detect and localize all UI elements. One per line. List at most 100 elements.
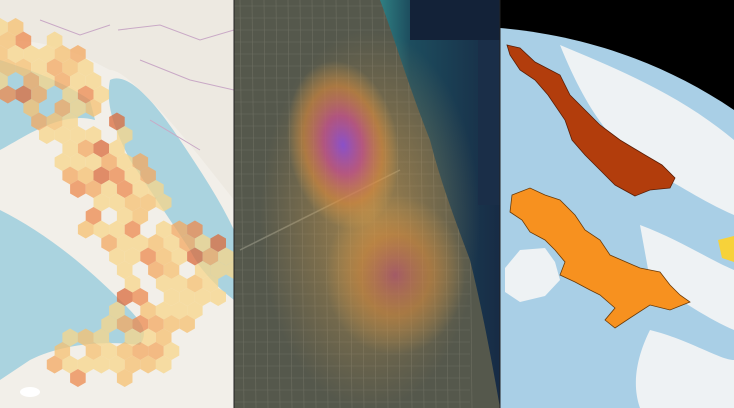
borders: [39, 19, 234, 151]
region: [718, 236, 734, 262]
hexbin: [116, 126, 133, 144]
hexbin: [109, 301, 125, 320]
hexbin: [15, 85, 32, 104]
hexbin: [85, 99, 102, 117]
hexbin: [101, 315, 117, 333]
hexbin: [7, 18, 24, 36]
hexbin: [148, 180, 164, 198]
hexbin: [194, 261, 211, 279]
hexbin: [62, 139, 78, 158]
hexbin: [62, 112, 78, 131]
italy-map: [0, 0, 234, 408]
hexbin: [163, 315, 180, 333]
hexbin: [155, 247, 172, 266]
hexbin: [101, 234, 117, 252]
hexbin: [163, 342, 180, 360]
hexbin: [101, 180, 117, 198]
hexbin: [226, 261, 234, 279]
hexbin: [155, 301, 172, 320]
hexbin: [194, 288, 211, 306]
hexbin: [77, 139, 94, 158]
hexbin: [70, 99, 86, 117]
hexbin: [70, 369, 86, 387]
mainland-europe: [0, 0, 234, 200]
hexbin: [85, 72, 102, 90]
united-kingdom: [509, 187, 691, 329]
hexbin: [210, 261, 226, 279]
hexbin: [148, 261, 164, 279]
hexbin: [171, 220, 188, 239]
hexbin: [124, 193, 141, 212]
hexbin: [187, 274, 203, 293]
hexbin: [124, 247, 141, 266]
hexbin: [31, 58, 47, 77]
hexbin: [187, 301, 203, 320]
hexbin: [179, 315, 195, 333]
hexbin: [23, 99, 39, 117]
hexbin: [148, 342, 164, 360]
hexbin: [77, 85, 94, 104]
hexbin: [85, 207, 102, 225]
hexbin: [62, 355, 78, 374]
hexbin: [155, 355, 172, 374]
hexbin: [54, 126, 71, 144]
hexbin: [15, 58, 32, 77]
hexbin: [62, 166, 78, 185]
hexbin: [0, 72, 8, 90]
hexbin: [116, 207, 133, 225]
street: [239, 0, 245, 408]
hexbin: [132, 342, 149, 360]
hexbin: [85, 126, 102, 144]
hexbin: [62, 328, 78, 347]
hexbin: [77, 328, 94, 347]
hexbin: [93, 355, 110, 374]
hexbin: [70, 153, 86, 171]
hexbin: [46, 112, 63, 131]
hexbin: [23, 45, 39, 63]
hexbin: [77, 220, 94, 239]
hexbin: [77, 355, 94, 374]
hexbin: [202, 274, 219, 293]
hexbin: [62, 58, 78, 77]
hexbin: [140, 328, 156, 347]
hexbin: [202, 247, 219, 266]
hexbin: [54, 342, 71, 360]
hexbin: [116, 342, 133, 360]
hexbin: [101, 153, 117, 171]
hexbin: [85, 153, 102, 171]
hexbin: [171, 274, 188, 293]
hexbin: [179, 234, 195, 252]
hexbin: [0, 58, 16, 77]
street: [251, 0, 257, 408]
hexbin: [163, 288, 180, 306]
hexbin: [116, 261, 133, 279]
hexbin: [116, 288, 133, 306]
hexbin: [109, 112, 125, 131]
hexbin: [124, 220, 141, 239]
hexbin: [148, 315, 164, 333]
globe-map: [500, 0, 734, 408]
hexbin: [31, 112, 47, 131]
hexbin: [0, 45, 8, 63]
hexbin: [101, 342, 117, 360]
hexbin: [140, 301, 156, 320]
hexbins: [0, 18, 234, 387]
hexbin: [140, 247, 156, 266]
hexbin: [0, 85, 16, 104]
hexbin: [124, 274, 141, 293]
hexbin: [93, 220, 110, 239]
hexbin: [93, 85, 110, 104]
hexbin: [163, 261, 180, 279]
norway: [506, 44, 676, 197]
hexbin: [218, 247, 234, 266]
hexbin: [210, 288, 226, 306]
hexbin: [140, 193, 156, 212]
lake-tile: [478, 40, 500, 205]
hexbin: [155, 328, 172, 347]
island: [20, 387, 40, 397]
hexbin: [116, 180, 133, 198]
heat-south: [325, 195, 465, 355]
hexbin: [124, 166, 141, 185]
hexbin: [62, 85, 78, 104]
hexbin: [77, 166, 94, 185]
